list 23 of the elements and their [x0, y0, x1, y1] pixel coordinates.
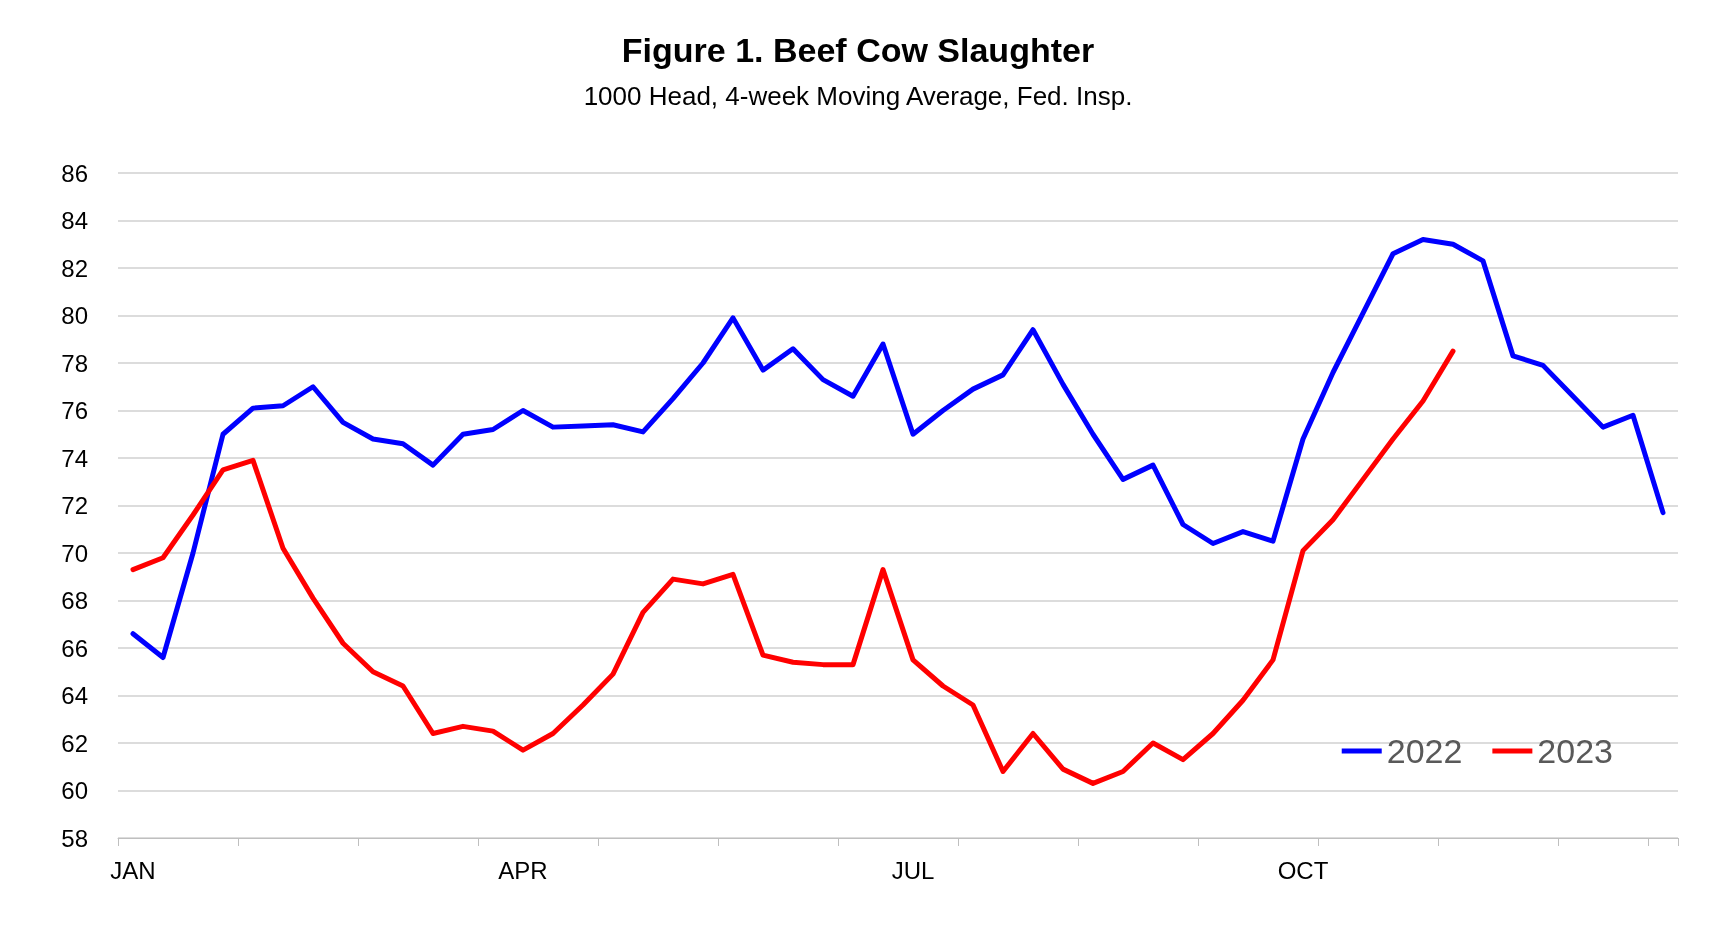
y-tick-label: 60: [61, 777, 88, 804]
y-tick-label: 76: [61, 397, 88, 424]
chart-title: Figure 1. Beef Cow Slaughter: [621, 31, 1095, 69]
legend-label: 2023: [1537, 732, 1613, 770]
y-tick-label: 82: [61, 254, 88, 282]
y-tick-label: 86: [61, 159, 88, 187]
x-tick-label: JUL: [891, 856, 935, 884]
x-tick-label: JAN: [110, 856, 156, 884]
y-tick-label: 74: [61, 444, 88, 472]
y-tick-label: 64: [61, 682, 88, 709]
legend-label: 2022: [1386, 732, 1463, 770]
y-tick-label: 72: [61, 492, 88, 519]
y-tick-label: 84: [61, 207, 88, 234]
y-tick-label: 66: [61, 634, 88, 662]
x-tick-label: APR: [498, 856, 548, 884]
y-tick-label: 62: [61, 729, 88, 757]
x-tick-label: OCT: [1277, 856, 1329, 884]
y-tick-label: 78: [61, 349, 88, 377]
chart-subtitle: 1000 Head, 4-week Moving Average, Fed. Insp.: [583, 81, 1133, 111]
y-tick-label: 58: [61, 824, 88, 852]
y-tick-label: 80: [61, 302, 88, 329]
y-tick-label: 70: [61, 539, 88, 567]
y-tick-label: 68: [61, 587, 88, 614]
